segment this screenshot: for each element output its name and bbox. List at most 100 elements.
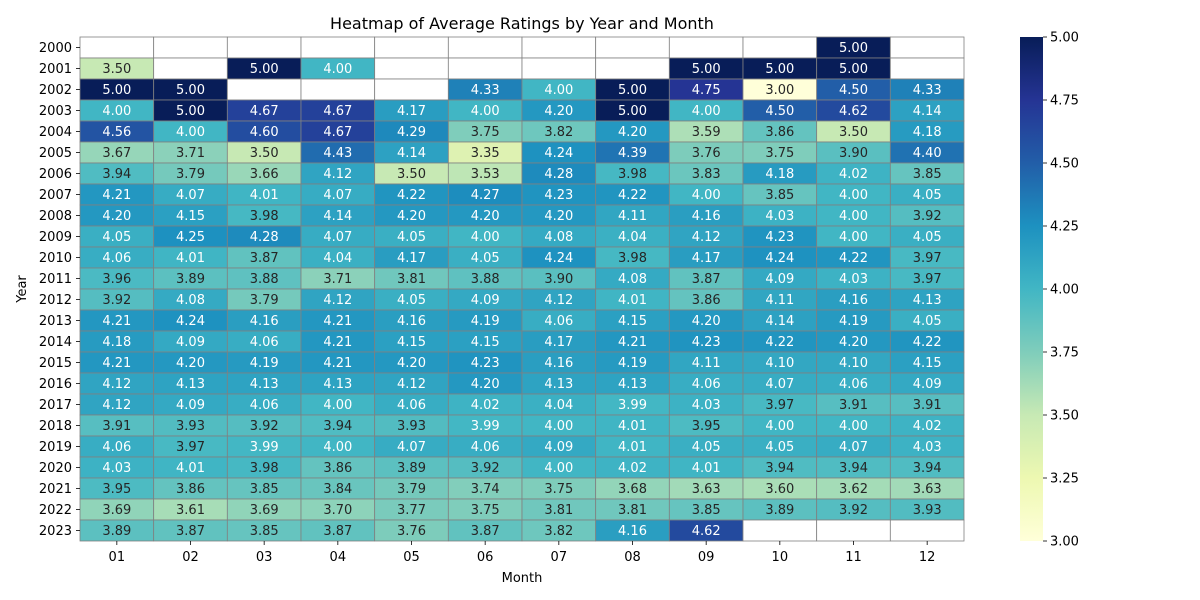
cell-value-label: 4.43 <box>323 146 352 161</box>
cell-value-label: 4.10 <box>839 356 868 371</box>
cell-value-label: 3.62 <box>839 482 868 497</box>
heatmap-cell <box>300 36 376 59</box>
cell-value-label: 3.50 <box>397 167 426 182</box>
cell-value-label: 5.00 <box>839 62 868 77</box>
cell-value-label: 4.50 <box>839 83 868 98</box>
cell-value-label: 3.81 <box>397 272 426 287</box>
heatmap-cell <box>374 36 449 59</box>
y-tick-label: 2013 <box>39 314 72 329</box>
heatmap-cell <box>79 36 155 59</box>
cell-value-label: 4.20 <box>471 377 500 392</box>
cell-value-label: 4.00 <box>323 62 352 77</box>
cell-value-label: 4.19 <box>618 356 647 371</box>
cell-value-label: 4.00 <box>692 104 721 119</box>
x-tick-label: 09 <box>698 550 715 565</box>
cell-value-label: 4.00 <box>544 461 573 476</box>
cell-value-label: 3.50 <box>102 62 131 77</box>
cell-value-label: 4.22 <box>397 188 426 203</box>
cell-value-label: 4.00 <box>471 104 500 119</box>
cell-value-label: 4.67 <box>323 125 352 140</box>
cell-value-label: 4.05 <box>913 314 942 329</box>
cell-value-label: 4.33 <box>471 83 500 98</box>
cell-value-label: 4.06 <box>839 377 868 392</box>
cell-value-label: 3.99 <box>471 419 500 434</box>
cell-value-label: 4.50 <box>765 104 794 119</box>
cell-value-label: 4.17 <box>692 251 721 266</box>
cell-value-label: 4.22 <box>839 251 868 266</box>
cell-value-label: 3.98 <box>250 209 279 224</box>
cell-value-label: 3.63 <box>692 482 721 497</box>
cell-value-label: 4.19 <box>250 356 279 371</box>
cell-value-label: 4.21 <box>102 356 131 371</box>
x-tick-label: 04 <box>330 550 347 565</box>
cell-value-label: 3.91 <box>102 419 131 434</box>
cell-value-label: 3.77 <box>397 503 426 518</box>
cell-value-label: 3.00 <box>765 83 794 98</box>
heatmap-cell <box>889 519 965 542</box>
cell-value-label: 4.06 <box>692 377 721 392</box>
cell-value-label: 3.66 <box>250 167 279 182</box>
x-tick-label: 07 <box>551 550 568 565</box>
cell-value-label: 3.87 <box>692 272 721 287</box>
x-tick-label: 08 <box>624 550 641 565</box>
colorbar-tick-label: 3.50 <box>1050 409 1079 424</box>
y-tick-label: 2019 <box>39 440 72 455</box>
cell-value-label: 4.14 <box>765 314 794 329</box>
cell-value-label: 4.02 <box>471 398 500 413</box>
cell-value-label: 3.87 <box>471 524 500 539</box>
cell-value-label: 3.67 <box>102 146 131 161</box>
cell-value-label: 3.95 <box>692 419 721 434</box>
cell-value-label: 4.04 <box>618 230 647 245</box>
chart-title: Heatmap of Average Ratings by Year and M… <box>330 14 714 33</box>
heatmap-cell <box>447 57 523 80</box>
x-tick-label: 01 <box>109 550 126 565</box>
cell-value-label: 4.03 <box>692 398 721 413</box>
cell-value-label: 4.13 <box>176 377 205 392</box>
cell-value-label: 4.13 <box>544 377 573 392</box>
cell-value-label: 3.94 <box>323 419 352 434</box>
cell-value-label: 4.15 <box>913 356 942 371</box>
cell-value-label: 4.11 <box>618 209 647 224</box>
cell-value-label: 3.87 <box>176 524 205 539</box>
cell-value-label: 3.79 <box>397 482 426 497</box>
cell-value-label: 3.75 <box>765 146 794 161</box>
colorbar-tick-label: 4.25 <box>1050 220 1079 235</box>
x-axis-label: Month <box>502 571 543 586</box>
cell-value-label: 4.22 <box>913 335 942 350</box>
cell-value-label: 3.89 <box>397 461 426 476</box>
cell-value-label: 4.67 <box>250 104 279 119</box>
cell-value-label: 3.63 <box>913 482 942 497</box>
colorbar-tick-label: 3.25 <box>1050 472 1079 487</box>
cell-value-label: 3.88 <box>471 272 500 287</box>
cell-value-label: 4.00 <box>544 419 573 434</box>
cell-value-label: 3.92 <box>913 209 942 224</box>
cell-value-label: 4.16 <box>618 524 647 539</box>
cell-value-label: 4.16 <box>839 293 868 308</box>
heatmap-cell <box>521 57 597 80</box>
cell-value-label: 4.13 <box>618 377 647 392</box>
cell-value-label: 4.15 <box>176 209 205 224</box>
cell-value-label: 4.12 <box>692 230 721 245</box>
cell-value-label: 4.09 <box>765 272 794 287</box>
y-tick-label: 2005 <box>39 146 72 161</box>
cell-value-label: 4.28 <box>544 167 573 182</box>
cell-value-label: 3.92 <box>250 419 279 434</box>
cell-value-label: 4.12 <box>102 377 131 392</box>
cell-value-label: 4.12 <box>102 398 131 413</box>
cell-value-label: 4.14 <box>323 209 352 224</box>
cell-value-label: 4.28 <box>250 230 279 245</box>
cell-value-label: 3.98 <box>618 167 647 182</box>
cell-value-label: 4.20 <box>397 209 426 224</box>
cell-value-label: 4.21 <box>323 356 352 371</box>
cell-value-label: 4.07 <box>839 440 868 455</box>
cell-value-label: 4.15 <box>397 335 426 350</box>
cell-value-label: 3.99 <box>618 398 647 413</box>
cell-value-label: 4.00 <box>544 83 573 98</box>
cell-value-label: 4.20 <box>839 335 868 350</box>
cell-value-label: 4.13 <box>913 293 942 308</box>
cell-value-label: 4.06 <box>102 440 131 455</box>
cell-value-label: 3.90 <box>839 146 868 161</box>
cell-value-label: 4.18 <box>913 125 942 140</box>
cell-value-label: 5.00 <box>839 41 868 56</box>
y-tick-label: 2001 <box>39 62 72 77</box>
